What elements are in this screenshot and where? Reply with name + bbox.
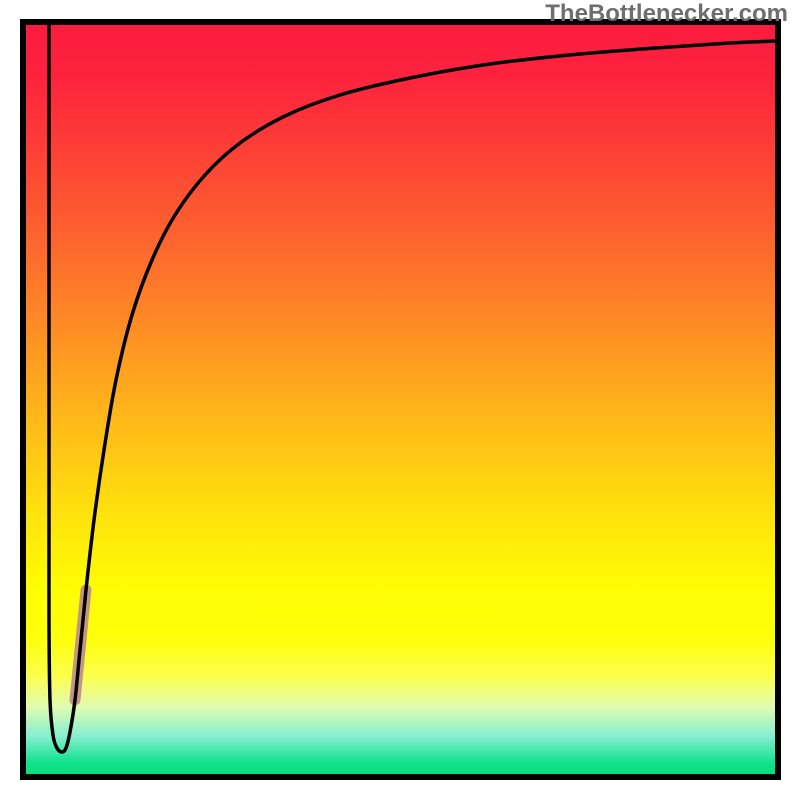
bottleneck-chart — [0, 0, 800, 800]
watermark-text: TheBottlenecker.com — [545, 0, 788, 28]
plot-background — [26, 25, 775, 774]
